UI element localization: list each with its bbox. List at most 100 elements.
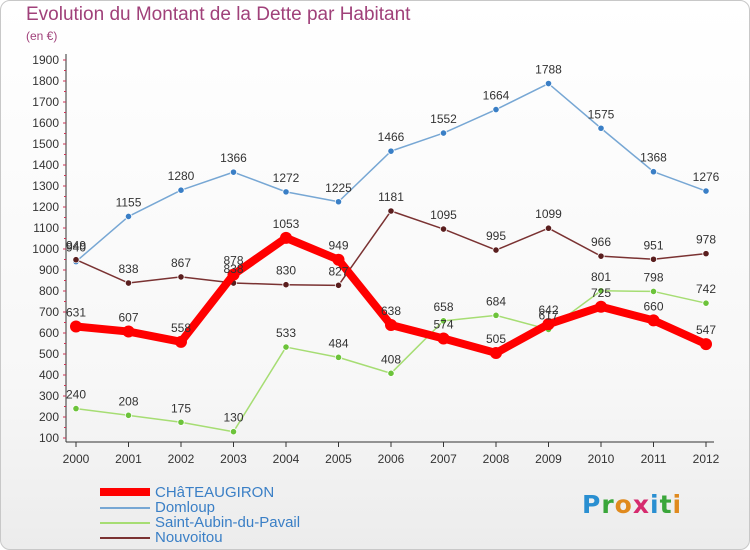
x-tick-label: 2005 [325, 452, 352, 466]
data-point [649, 287, 658, 296]
data-label: 658 [433, 300, 453, 314]
data-label: 638 [381, 304, 401, 318]
data-point [385, 319, 397, 332]
data-label: 878 [223, 254, 243, 268]
data-label: 1225 [325, 181, 352, 195]
chart-title: Evolution du Montant de la Dette par Hab… [26, 4, 411, 25]
data-point [177, 186, 185, 194]
data-label: 1552 [430, 112, 457, 126]
data-label: 1155 [116, 195, 142, 209]
data-point [544, 79, 553, 88]
data-label: 684 [486, 294, 506, 308]
data-label: 978 [696, 233, 716, 247]
data-label: 547 [696, 323, 716, 337]
data-label: 1272 [273, 171, 300, 185]
y-tick-label: 1600 [32, 116, 59, 130]
logo-letter: t [659, 490, 673, 519]
y-tick-label: 1200 [32, 200, 59, 214]
y-tick-label: 700 [39, 305, 59, 319]
legend-label-saint-aubin: Saint-Aubin-du-Pavail [155, 514, 301, 531]
data-point [702, 299, 710, 307]
data-point [437, 332, 450, 345]
data-label: 801 [591, 270, 611, 284]
data-point [595, 300, 607, 313]
data-label: 827 [328, 264, 348, 278]
data-point [439, 129, 448, 137]
y-tick-label: 1900 [32, 53, 59, 67]
y-tick-label: 200 [39, 410, 59, 424]
data-point [124, 279, 133, 287]
data-point [542, 318, 555, 331]
legend-swatch-chateaugiron [100, 488, 150, 496]
legend-item-nouvoitou[interactable]: Nouvoitou [100, 530, 360, 545]
x-tick-label: 2001 [115, 452, 142, 466]
y-tick-label: 300 [39, 389, 59, 403]
logo-letter: P [582, 490, 602, 519]
data-label: 1276 [693, 170, 720, 184]
x-tick-label: 2006 [378, 452, 405, 466]
legend-swatch-saint-aubin [100, 522, 150, 524]
x-tick-label: 2004 [273, 452, 300, 466]
data-label: 607 [118, 311, 138, 325]
logo-letter: o [614, 490, 633, 519]
y-tick-label: 800 [39, 284, 59, 298]
data-point [649, 168, 658, 176]
y-tick-label: 1500 [32, 137, 59, 151]
data-point [177, 418, 185, 426]
data-point [332, 253, 345, 266]
data-label: 949 [66, 239, 86, 253]
data-point [492, 311, 500, 319]
data-label: 1053 [273, 217, 300, 231]
data-point [490, 346, 502, 359]
series-line-3 [75, 210, 707, 287]
data-label: 725 [591, 286, 611, 300]
data-label: 505 [486, 332, 506, 346]
data-label: 130 [223, 411, 243, 425]
data-label: 574 [433, 317, 453, 331]
legend: CHâTEAUGIRON Domloup Saint-Aubin-du-Pava… [100, 485, 360, 545]
data-point [175, 335, 187, 348]
data-point [122, 325, 135, 338]
data-label: 838 [223, 262, 243, 276]
x-tick-label: 2003 [220, 452, 247, 466]
data-label: 838 [118, 262, 138, 276]
data-label: 949 [328, 239, 348, 253]
data-label: 208 [118, 394, 138, 408]
y-tick-label: 100 [39, 431, 59, 445]
data-label: 966 [591, 235, 611, 249]
y-tick-label: 1300 [32, 179, 59, 193]
data-point [282, 188, 290, 196]
legend-item-domloup[interactable]: Domloup [100, 500, 360, 515]
data-label: 558 [171, 321, 191, 335]
data-point [227, 268, 240, 281]
data-label: 533 [276, 326, 296, 340]
data-label: 642 [538, 303, 558, 317]
data-point [70, 320, 82, 333]
data-point [229, 168, 238, 176]
data-point [700, 338, 712, 351]
data-point [597, 287, 605, 295]
legend-item-saint-aubin[interactable]: Saint-Aubin-du-Pavail [100, 515, 360, 530]
data-label: 1575 [588, 107, 615, 121]
data-point [647, 314, 660, 327]
legend-item-chateaugiron[interactable]: CHâTEAUGIRON [100, 485, 360, 500]
data-point [492, 246, 500, 254]
legend-label-chateaugiron: CHâTEAUGIRON [155, 484, 275, 501]
data-label: 660 [643, 299, 663, 313]
data-point [282, 281, 290, 289]
data-point [282, 343, 290, 351]
x-tick-label: 2011 [641, 452, 667, 466]
data-label: 951 [643, 238, 663, 252]
y-tick-label: 1100 [33, 221, 59, 235]
data-label: 1181 [378, 190, 404, 204]
data-label: 484 [328, 336, 348, 350]
x-tick-label: 2008 [483, 452, 510, 466]
logo-letter: x [632, 490, 650, 519]
data-label: 940 [66, 241, 86, 255]
data-point [597, 252, 605, 260]
data-label: 631 [66, 305, 86, 319]
legend-label-domloup: Domloup [155, 499, 216, 516]
data-label: 1466 [378, 130, 405, 144]
y-tick-label: 1000 [32, 242, 59, 256]
